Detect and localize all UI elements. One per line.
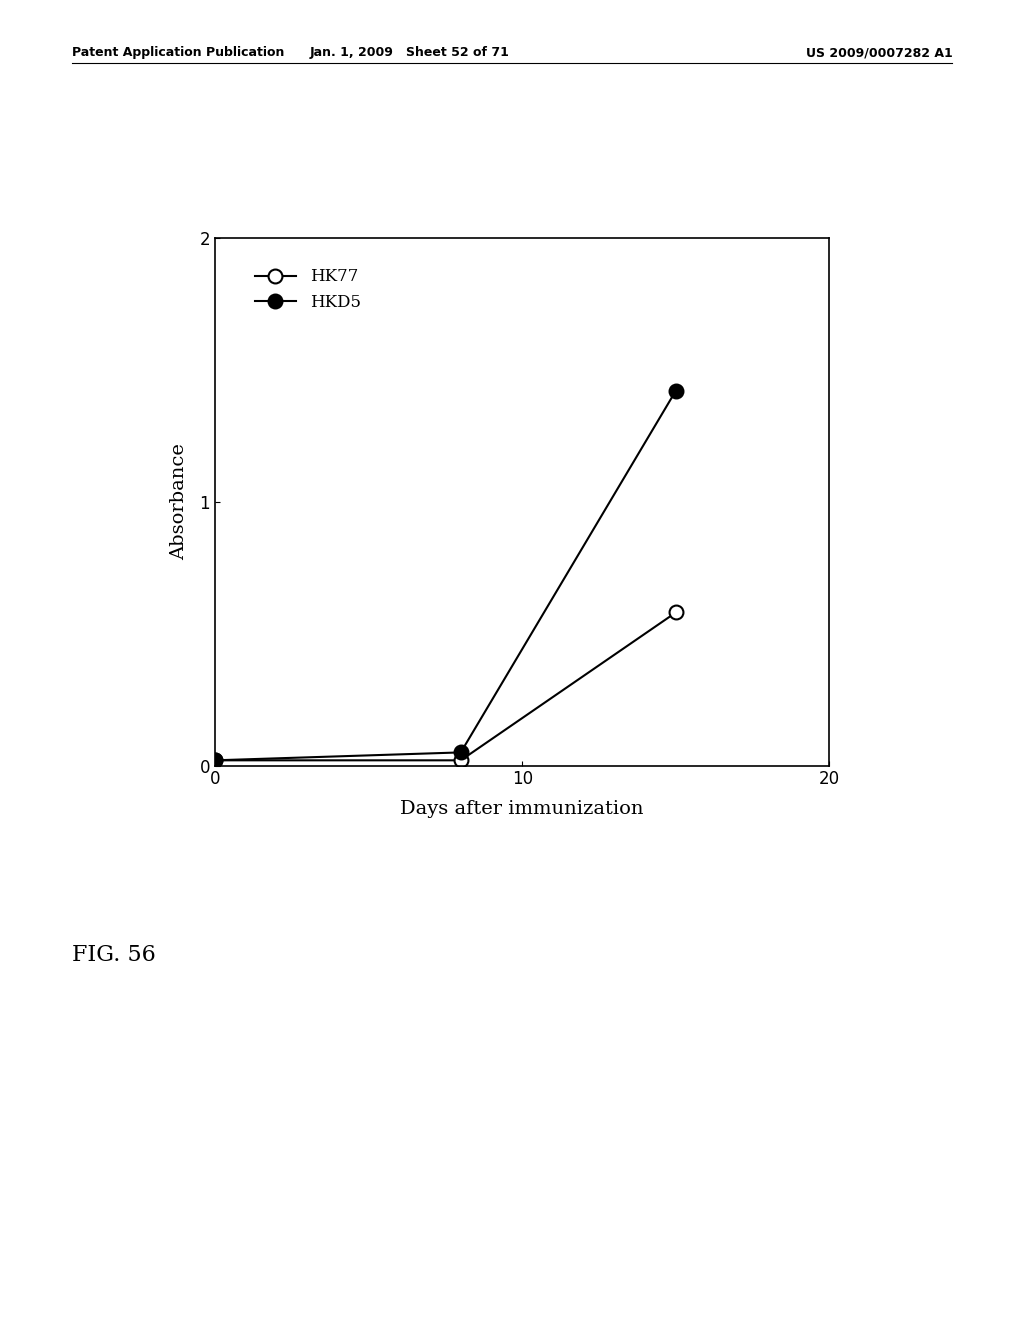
HK77 bbox=[670, 605, 682, 620]
X-axis label: Days after immunization: Days after immunization bbox=[400, 800, 644, 817]
HK77 bbox=[455, 752, 467, 768]
Text: US 2009/0007282 A1: US 2009/0007282 A1 bbox=[806, 46, 952, 59]
Text: Jan. 1, 2009   Sheet 52 of 71: Jan. 1, 2009 Sheet 52 of 71 bbox=[309, 46, 510, 59]
HKD5 bbox=[670, 383, 682, 399]
Text: FIG. 56: FIG. 56 bbox=[72, 944, 156, 966]
Legend: HK77, HKD5: HK77, HKD5 bbox=[248, 261, 368, 317]
Text: Patent Application Publication: Patent Application Publication bbox=[72, 46, 284, 59]
Line: HKD5: HKD5 bbox=[208, 384, 683, 767]
HKD5 bbox=[455, 744, 467, 760]
Line: HK77: HK77 bbox=[208, 606, 683, 767]
HKD5 bbox=[209, 752, 221, 768]
Y-axis label: Absorbance: Absorbance bbox=[170, 444, 188, 560]
HK77 bbox=[209, 752, 221, 768]
